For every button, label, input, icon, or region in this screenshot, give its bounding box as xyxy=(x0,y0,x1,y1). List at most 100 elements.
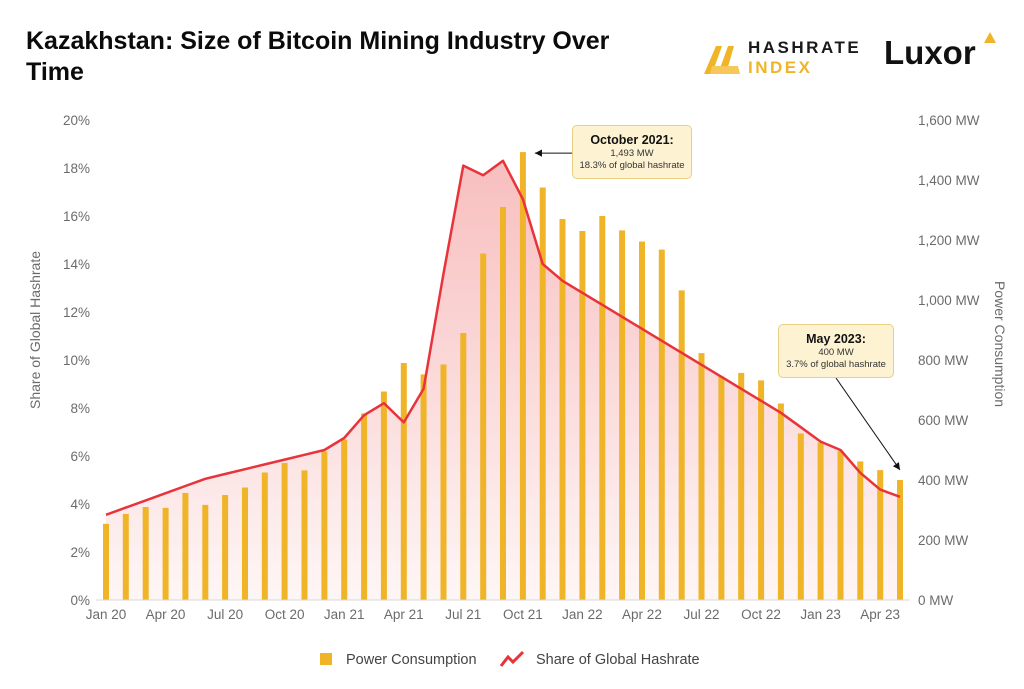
y-left-tick-label: 20% xyxy=(63,113,90,128)
annotation-oct-2021-line2: 18.3% of global hashrate xyxy=(579,160,685,171)
annotation-arrowhead xyxy=(892,462,900,470)
legend-line-swatch xyxy=(499,650,525,667)
line-layer xyxy=(105,159,901,516)
power-bar xyxy=(142,507,149,600)
power-bar xyxy=(579,231,586,600)
power-bar xyxy=(599,216,606,600)
annotation-arrowhead xyxy=(534,149,542,157)
power-bar xyxy=(817,442,824,600)
bars-layer xyxy=(103,152,903,600)
legend-label-share: Share of Global Hashrate xyxy=(536,652,700,668)
power-bar xyxy=(797,433,804,600)
y-left-tick-label: 2% xyxy=(70,545,90,560)
power-bar xyxy=(718,376,725,600)
power-bar xyxy=(698,353,705,600)
y-right-ticks: 0 MW 200 MW 400 MW 600 MW 800 MW 1,000 MW 1,20… xyxy=(918,113,980,608)
power-bar xyxy=(341,439,348,600)
power-bar xyxy=(857,461,864,600)
power-bar xyxy=(281,462,288,600)
power-bar xyxy=(202,504,209,600)
hashrate-share-line xyxy=(105,159,901,516)
x-tick-label: Oct 21 xyxy=(503,607,543,622)
y-right-tick-label: 0 MW xyxy=(918,593,954,608)
hashrate-index-logo-icon xyxy=(704,46,740,74)
power-bar xyxy=(897,480,903,600)
power-bar xyxy=(877,470,884,600)
annotation-may-2023-line1: 400 MW xyxy=(818,347,854,358)
x-tick-label: Jul 20 xyxy=(207,607,243,622)
power-bar xyxy=(440,364,447,600)
annotation-oct-2021-line1: 1,493 MW xyxy=(610,148,654,159)
x-tick-label: Jul 22 xyxy=(683,607,719,622)
luxor-logo: Luxor xyxy=(884,32,996,72)
power-bar xyxy=(619,230,626,600)
y-right-tick-label: 1,400 MW xyxy=(918,173,980,188)
x-ticks: Jan 20 Apr 20 Jul 20 Oct 20 Jan 21 Apr 21 Jul … xyxy=(86,607,900,622)
chart-title: Kazakhstan: Size of Bitcoin Mining Indus… xyxy=(26,27,610,86)
legend-label-power: Power Consumption xyxy=(346,652,477,668)
luxor-logo-mark xyxy=(984,32,996,43)
power-bar xyxy=(261,472,268,600)
x-tick-label: Oct 20 xyxy=(265,607,305,622)
x-tick-label: Apr 21 xyxy=(384,607,424,622)
x-tick-label: Oct 22 xyxy=(741,607,781,622)
y-right-tick-label: 1,200 MW xyxy=(918,233,980,248)
annotation-may-2023: May 2023: 400 MW 3.7% of global hashrate xyxy=(778,324,894,378)
y-right-tick-label: 800 MW xyxy=(918,353,969,368)
x-tick-label: Jan 21 xyxy=(324,607,365,622)
power-bar xyxy=(162,507,169,600)
power-bar xyxy=(321,451,328,600)
power-bar xyxy=(380,391,387,600)
y-right-tick-label: 400 MW xyxy=(918,473,969,488)
power-bar xyxy=(420,374,427,600)
power-bar xyxy=(460,333,467,600)
x-tick-label: Apr 22 xyxy=(622,607,662,622)
annotation-oct-2021-title: October 2021: xyxy=(590,133,674,147)
power-bar xyxy=(539,187,546,600)
y-left-tick-label: 8% xyxy=(70,401,90,416)
y-left-tick-label: 10% xyxy=(63,353,90,368)
luxor-logo-text: Luxor xyxy=(884,34,976,71)
y-left-tick-label: 12% xyxy=(63,305,90,320)
y-left-tick-label: 6% xyxy=(70,449,90,464)
hashrate-index-logo-line2: INDEX xyxy=(748,58,813,77)
annotation-arrow-line xyxy=(835,377,901,471)
power-bar xyxy=(103,523,109,600)
power-bar xyxy=(777,403,784,600)
annotation-may-2023-title: May 2023: xyxy=(806,332,866,346)
y-left-tick-label: 0% xyxy=(70,593,90,608)
x-tick-label: Jan 20 xyxy=(86,607,127,622)
annotation-arrows xyxy=(534,149,901,471)
power-bar xyxy=(639,241,645,600)
x-tick-label: Jan 22 xyxy=(562,607,603,622)
power-bar xyxy=(361,413,368,600)
x-tick-label: Apr 20 xyxy=(146,607,186,622)
power-bar xyxy=(559,219,566,600)
y-right-tick-label: 1,000 MW xyxy=(918,293,980,308)
power-bar xyxy=(182,492,189,600)
legend: Power Consumption Share of Global Hashra… xyxy=(320,650,700,668)
power-bar xyxy=(122,513,129,600)
y-right-tick-label: 600 MW xyxy=(918,413,969,428)
power-bar xyxy=(658,249,665,600)
y-left-axis-title: Share of Global Hashrate xyxy=(27,251,43,409)
y-left-tick-label: 18% xyxy=(63,161,90,176)
power-bar xyxy=(758,380,765,600)
y-right-tick-label: 200 MW xyxy=(918,533,969,548)
power-bar xyxy=(222,495,229,600)
power-bar xyxy=(738,372,745,600)
power-bar xyxy=(301,470,308,600)
power-bar xyxy=(500,207,506,600)
hashrate-index-logo-line1: HASHRATE xyxy=(748,38,862,57)
power-bar xyxy=(242,487,248,600)
y-left-ticks: 0% 2% 4% 6% 8% 10% 12% 14% 16% 18% 20% xyxy=(63,113,90,608)
annotation-oct-2021: October 2021: 1,493 MW 18.3% of global h… xyxy=(572,125,692,179)
power-bar xyxy=(837,450,844,600)
legend-bar-swatch xyxy=(320,653,332,665)
power-bar xyxy=(678,290,685,600)
y-left-tick-label: 16% xyxy=(63,209,90,224)
power-bar xyxy=(519,152,526,600)
x-tick-label: Apr 23 xyxy=(860,607,900,622)
x-tick-label: Jul 21 xyxy=(445,607,481,622)
